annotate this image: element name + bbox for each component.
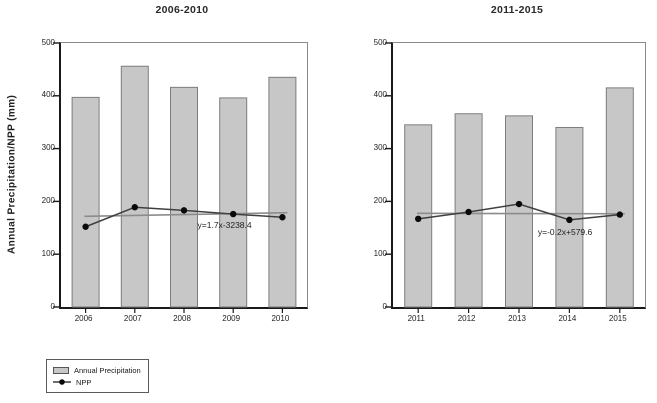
x-tick-label: 2013 — [508, 314, 526, 323]
y-tick-label: 500 — [373, 37, 387, 47]
x-tick-label: 2014 — [558, 314, 577, 323]
chart-2011-2015: 2011-2015 y=-0.2x+579.6 0 100 200 300 400 500… — [331, 0, 657, 340]
chart-2006-2010: 2006-2010 y=1.7x-3238.4 0 100 200 300 400 500… — [0, 0, 330, 340]
x-tick-label: 2006 — [74, 314, 93, 323]
bar-swatch-icon — [53, 366, 69, 374]
y-tick-label: 300 — [41, 143, 55, 153]
npp-point — [465, 208, 472, 216]
y-tick-label: 400 — [41, 90, 55, 100]
precip-bar — [505, 115, 533, 308]
y-tick-label: 400 — [373, 90, 387, 100]
npp-point — [515, 200, 523, 208]
x-tick-label: 2010 — [271, 314, 290, 323]
precip-bar — [120, 65, 149, 308]
plot-canvas: y=-0.2x+579.6 — [385, 42, 634, 313]
y-tick-label: 0 — [50, 301, 55, 311]
legend-label: Annual Precipitation — [74, 365, 141, 375]
y-tick-label: 300 — [373, 143, 387, 153]
chart-title: 2011-2015 — [490, 4, 544, 16]
chart-title: 2006-2010 — [155, 4, 209, 16]
plot-area: y=-0.2x+579.6 — [385, 42, 646, 313]
npp-point — [131, 204, 138, 211]
y-tick-label: 0 — [382, 301, 387, 311]
y-tick-label: 200 — [41, 195, 55, 205]
x-tick-label: 2012 — [457, 314, 476, 323]
precip-bar — [268, 76, 297, 308]
npp-point — [616, 211, 623, 218]
npp-point — [82, 223, 89, 230]
npp-point — [415, 215, 422, 223]
x-tick-label: 2009 — [222, 314, 241, 323]
y-tick-label: 200 — [373, 195, 387, 205]
equation-label: y=-0.2x+579.6 — [538, 227, 593, 237]
npp-point — [230, 210, 237, 218]
line-dot-icon — [53, 379, 71, 385]
x-tick-label: 2008 — [173, 314, 191, 323]
legend-item-npp: NPP — [53, 376, 141, 388]
plot-area: y=1.7x-3238.4 — [53, 42, 308, 313]
npp-point — [279, 214, 286, 221]
y-tick-label: 500 — [41, 37, 55, 47]
legend-item-precipitation: Annual Precipitation — [53, 364, 141, 376]
equation-label: y=1.7x-3238.4 — [198, 220, 252, 230]
x-tick-label: 2015 — [608, 314, 627, 323]
precip-bar — [219, 97, 248, 308]
precip-bar — [605, 87, 634, 308]
legend-label: NPP — [76, 377, 92, 387]
y-tick-label: 100 — [41, 248, 55, 258]
x-tick-label: 2011 — [407, 314, 425, 323]
y-tick-label: 100 — [373, 248, 387, 258]
precip-bar — [170, 86, 198, 308]
trend-line — [84, 211, 288, 218]
npp-point — [566, 216, 573, 224]
x-tick-label: 2007 — [123, 314, 142, 323]
precip-bar — [71, 96, 100, 308]
npp-point — [180, 207, 188, 214]
plot-canvas: y=1.7x-3238.4 — [53, 42, 297, 313]
legend-box: Annual Precipitation NPP — [46, 359, 149, 393]
